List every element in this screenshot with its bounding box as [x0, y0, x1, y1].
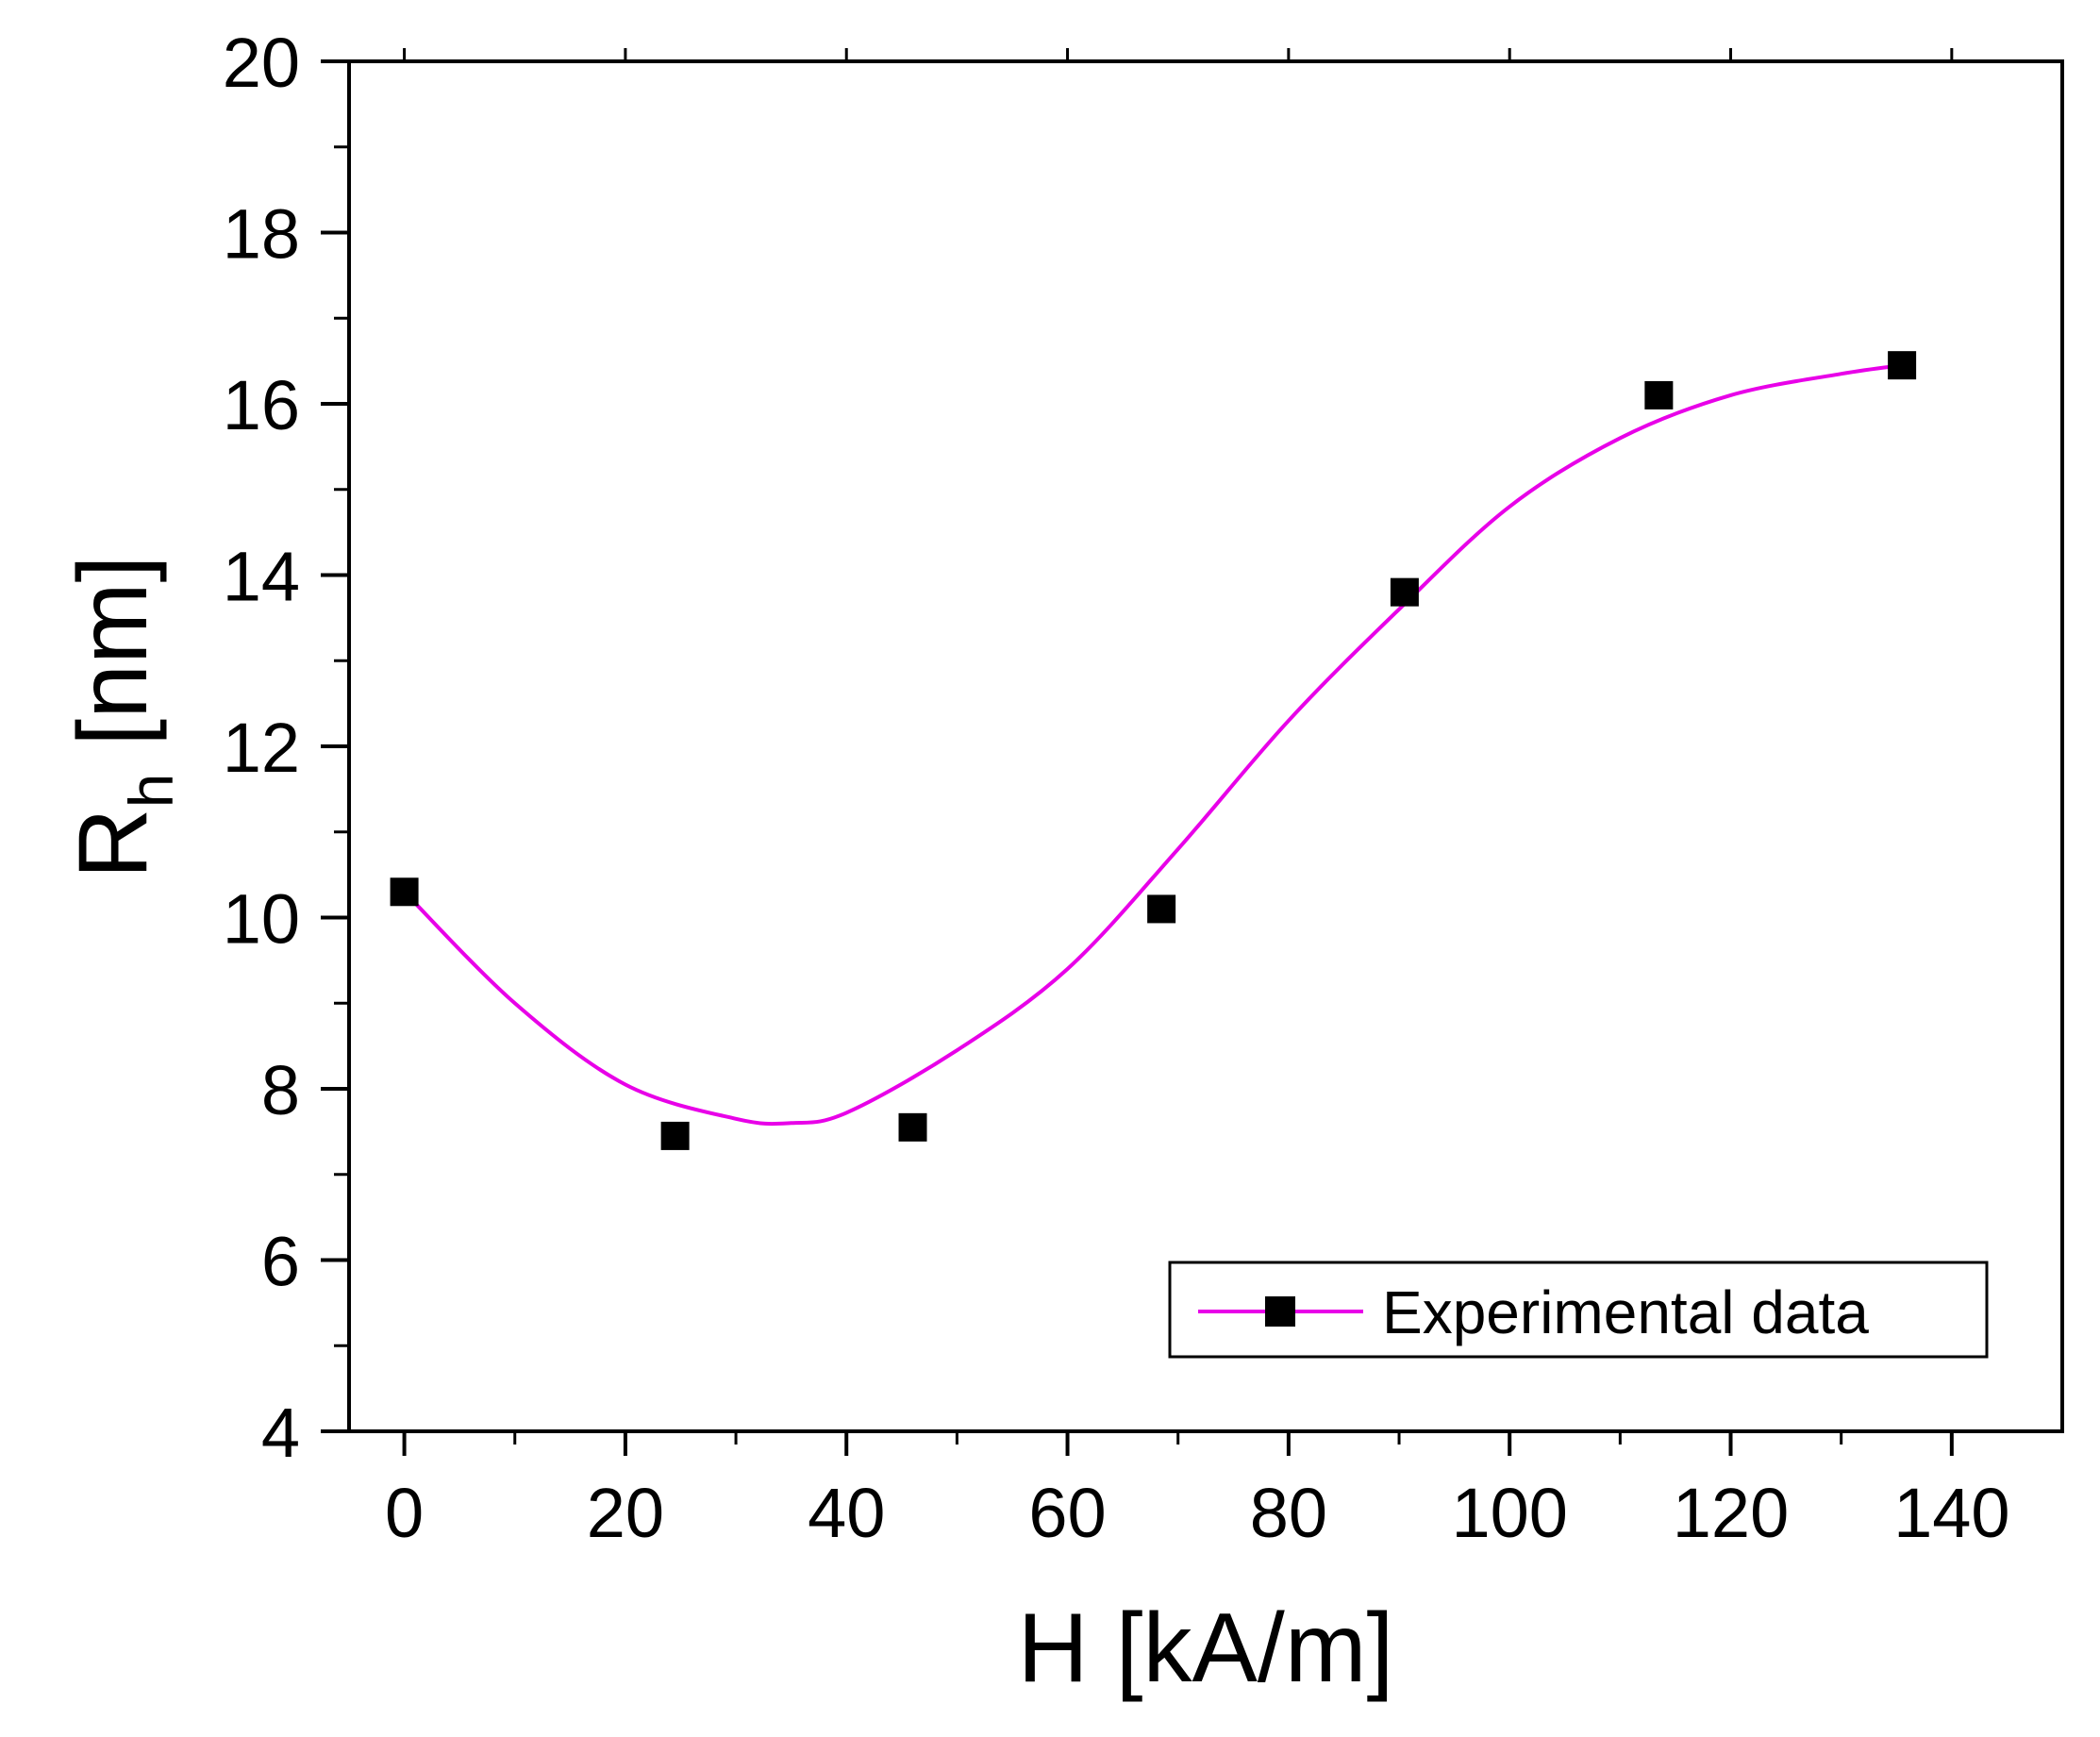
x-tick-label: 60: [1028, 1474, 1106, 1552]
fit-curve: [403, 363, 1903, 1127]
x-tick-label: 40: [808, 1474, 885, 1552]
data-point: [390, 877, 419, 907]
data-point: [1888, 351, 1917, 380]
plot-frame: [347, 59, 2064, 1433]
data-point: [660, 1121, 690, 1150]
x-tick-label: 20: [587, 1474, 664, 1552]
x-tick-label: 140: [1893, 1474, 2009, 1552]
x-tick-label: 100: [1451, 1474, 1567, 1552]
y-tick-label: 16: [223, 366, 300, 444]
x-axis-label: H [kA/m]: [1018, 1594, 1394, 1703]
y-tick-label: 10: [223, 880, 300, 959]
x-tick-label: 80: [1250, 1474, 1327, 1552]
y-axis-label-unit: [nm]: [58, 556, 168, 774]
x-tick-label: 0: [385, 1474, 424, 1552]
legend-marker-sample: [1265, 1296, 1295, 1327]
legend: Experimental data: [1168, 1261, 1989, 1359]
y-tick-label: 20: [223, 24, 300, 102]
y-axis-label: Rh [nm]: [58, 556, 186, 879]
y-tick-label: 4: [261, 1394, 300, 1472]
legend-label: Experimental data: [1382, 1278, 1869, 1346]
data-point: [1390, 577, 1419, 607]
y-tick-label: 14: [223, 538, 300, 616]
data-point: [1147, 894, 1176, 924]
y-tick-label: 6: [261, 1223, 300, 1301]
data-point: [1644, 380, 1674, 409]
y-tick-label: 18: [223, 195, 300, 274]
data-markers: [390, 351, 1917, 1150]
y-axis-label-main: R: [58, 808, 168, 878]
y-axis-label-sub: h: [116, 774, 186, 809]
x-tick-label: 120: [1673, 1474, 1789, 1552]
x-axis-ticks: 0 20 40 60 80 100 120 140: [385, 48, 2010, 1552]
y-tick-label: 12: [223, 709, 300, 787]
y-axis-ticks: 4 6 8 10 12 14 16 18 20: [223, 24, 349, 1472]
y-tick-label: 8: [261, 1051, 300, 1129]
data-point: [898, 1112, 927, 1142]
